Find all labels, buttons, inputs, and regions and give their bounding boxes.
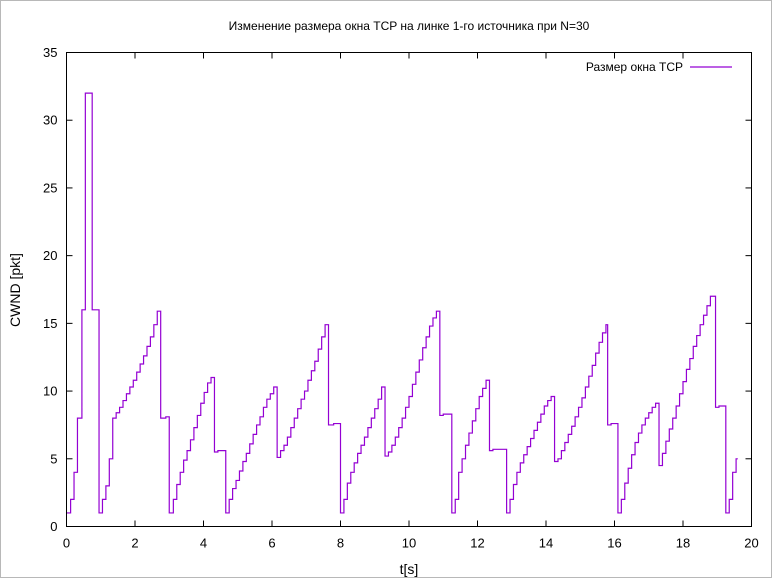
x-tick-label: 4 (200, 536, 207, 551)
x-tick-label: 16 (607, 536, 621, 551)
series-line (66, 92, 738, 514)
legend-label: Размер окна TCP (586, 60, 683, 74)
legend: Размер окна TCP (586, 60, 732, 74)
x-tick-label: 2 (131, 536, 138, 551)
y-tick-label: 25 (43, 180, 57, 195)
x-tick-label: 20 (744, 536, 758, 551)
x-tick-label: 14 (539, 536, 553, 551)
y-tick-label: 15 (43, 316, 57, 331)
x-tick-label: 12 (470, 536, 484, 551)
series-layer (66, 92, 738, 514)
x-tick-label: 6 (268, 536, 275, 551)
y-tick-label: 35 (43, 45, 57, 60)
y-axis-ticks: 0 5 10 15 20 25 30 35 (43, 45, 752, 534)
y-tick-label: 30 (43, 113, 57, 128)
y-tick-label: 10 (43, 384, 57, 399)
x-tick-label: 8 (337, 536, 344, 551)
x-tick-label: 18 (676, 536, 690, 551)
y-tick-label: 20 (43, 248, 57, 263)
plot-frame (66, 52, 752, 527)
x-tick-label: 0 (63, 536, 70, 551)
x-tick-label: 10 (402, 536, 416, 551)
chart-title: Изменение размера окна TCP на линке 1-го… (229, 19, 590, 33)
x-axis-label: t[s] (400, 561, 419, 577)
y-tick-label: 0 (50, 519, 57, 534)
x-axis-ticks: 0 2 4 6 8 10 12 14 16 18 20 (63, 52, 759, 551)
y-axis-label: CWND [pkt] (7, 253, 23, 327)
y-tick-label: 5 (50, 451, 57, 466)
